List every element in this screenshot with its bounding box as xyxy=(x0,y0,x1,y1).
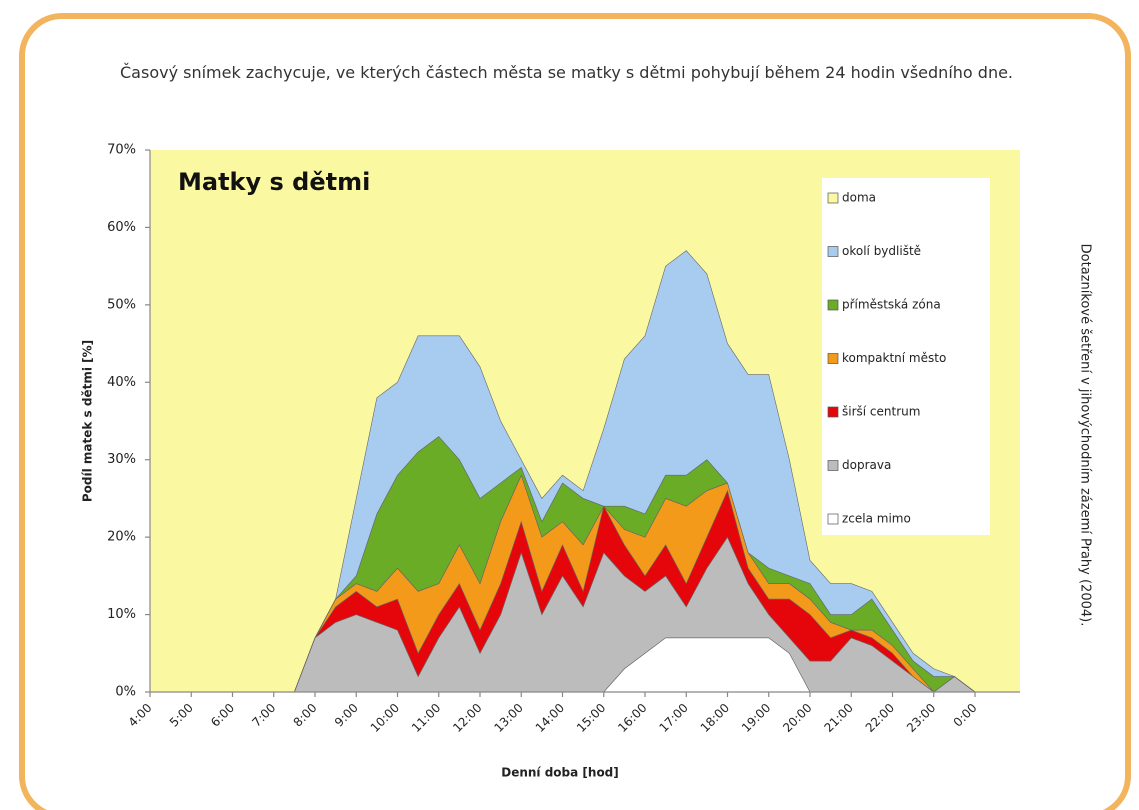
y-tick-label: 60% xyxy=(107,220,136,235)
legend-swatch xyxy=(827,460,839,471)
legend-label: doprava xyxy=(842,458,891,472)
legend-label: kompaktní město xyxy=(842,351,946,365)
description: Časový snímek zachycuje, ve kterých část… xyxy=(120,63,1014,82)
legend-label: příměstská zóna xyxy=(842,298,941,312)
y-tick-label: 20% xyxy=(107,530,136,545)
x-axis-label: Denní doba [hod] xyxy=(501,766,619,780)
chart-title: Matky s dětmi xyxy=(178,168,370,196)
y-tick-label: 30% xyxy=(107,452,136,467)
legend-label: širší centrum xyxy=(842,405,920,419)
description-box: Časový snímek zachycuje, ve kterých část… xyxy=(120,63,1014,82)
y-tick-label: 0% xyxy=(115,685,136,700)
source: Dotazníkové šetření v jihovýchodním záze… xyxy=(1078,244,1093,627)
y-tick-label: 10% xyxy=(107,607,136,622)
legend xyxy=(822,178,990,535)
legend-swatch xyxy=(827,192,839,204)
legend-swatch xyxy=(827,406,839,418)
legend-swatch xyxy=(827,246,839,257)
legend-label: zcela mimo xyxy=(842,512,911,526)
y-axis-label: Podíl matek s dětmi [%] xyxy=(81,340,95,502)
legend-label: okolí bydliště xyxy=(842,244,921,258)
y-tick-label: 50% xyxy=(107,297,136,312)
y-tick-label: 40% xyxy=(107,375,136,390)
legend-swatch xyxy=(827,513,839,525)
y-tick-label: 70% xyxy=(107,143,136,158)
legend-label: doma xyxy=(842,191,876,205)
legend-swatch xyxy=(827,353,839,364)
legend-swatch xyxy=(827,299,839,311)
